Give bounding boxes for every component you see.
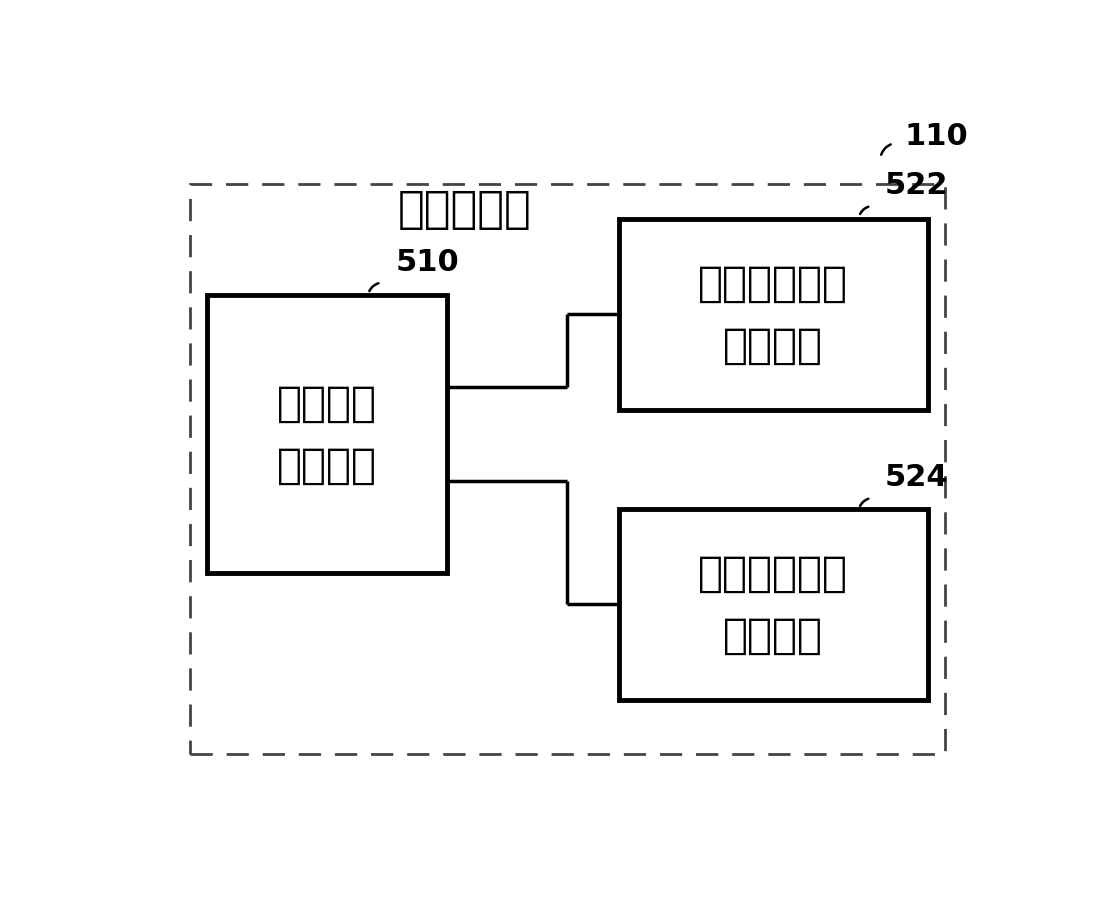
Bar [619,219,928,410]
Text: 第一非易失性
单元区域: 第一非易失性 单元区域 [699,263,848,367]
Text: 510: 510 [396,247,459,276]
Text: 第二非易失性
单元区域: 第二非易失性 单元区域 [699,553,848,657]
Text: 奇偶校验
生成引擎: 奇偶校验 生成引擎 [277,382,377,486]
Text: 522: 522 [884,171,949,200]
Text: 524: 524 [884,463,949,492]
Bar [619,509,928,700]
Bar [207,296,447,574]
Text: 110: 110 [904,122,969,151]
Bar [190,185,944,754]
Text: 存储器系统: 存储器系统 [397,188,531,230]
